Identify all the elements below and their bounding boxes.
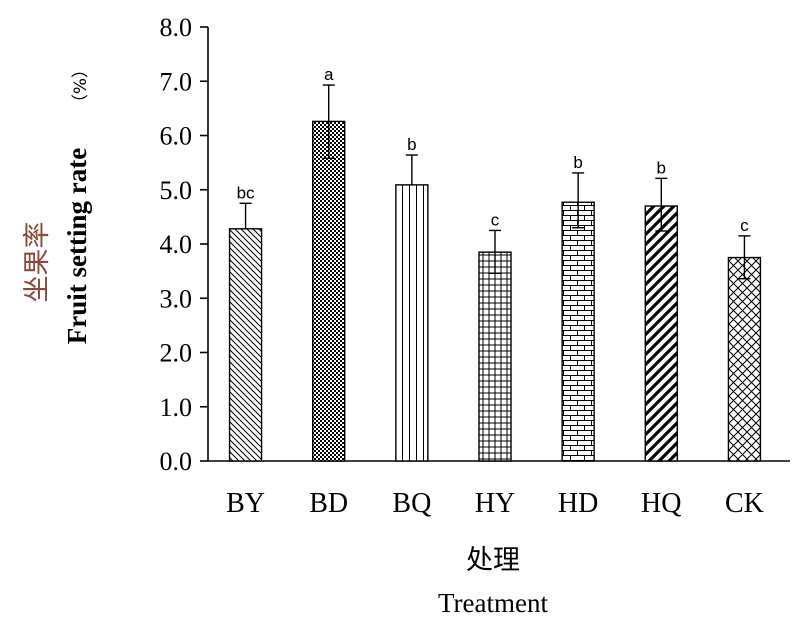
x-tick-label: HQ: [641, 488, 681, 519]
significance-letter: b: [657, 158, 666, 177]
y-tick-label: 3.0: [160, 284, 193, 313]
x-tick-label: BQ: [392, 488, 431, 519]
bars: bc BY a BD b BQ c HY b HD b HQ c CK: [226, 65, 764, 519]
y-tick-label: 8.0: [160, 13, 193, 42]
x-tick-label: HD: [558, 488, 598, 519]
y-tick-label: 2.0: [160, 339, 193, 368]
x-axis-label-chinese: 处理: [466, 545, 520, 576]
bar: [644, 205, 678, 462]
y-tick-label: 6.0: [160, 122, 193, 151]
y-tick-label: 5.0: [160, 176, 193, 205]
significance-letter: c: [491, 210, 500, 229]
significance-letter: a: [324, 65, 334, 84]
significance-letter: c: [740, 216, 749, 235]
bar-group-bq: b BQ: [392, 135, 431, 519]
axes: 0.0 1.0 2.0 3.0 4.0 5.0 6.0 7.0 8.0: [160, 13, 790, 476]
x-tick-label: BY: [226, 488, 265, 519]
significance-letter: bc: [237, 183, 255, 202]
bar: [727, 256, 762, 462]
x-tick-label: HY: [475, 488, 515, 519]
bar: [561, 201, 595, 462]
y-axis-label-chinese: 坐果率: [22, 222, 53, 303]
bar-group-ck: c CK: [725, 216, 764, 519]
bar-group-hy: c HY: [475, 210, 515, 519]
y-tick-label: 0.0: [160, 447, 193, 476]
significance-letter: b: [407, 135, 416, 154]
y-tick-label: 7.0: [160, 67, 193, 96]
x-axis-label-english: Treatment: [438, 588, 548, 618]
y-tick-label: 4.0: [160, 230, 193, 259]
bar-group-hd: b HD: [558, 153, 598, 519]
axis-labels: 坐果率 Fruit setting rate （%） 处理 Treatment: [22, 61, 548, 618]
y-axis-label-english: Fruit setting rate: [62, 148, 92, 344]
bar-group-hq: b HQ: [641, 158, 681, 519]
x-tick-label: BD: [309, 488, 348, 519]
bar: [228, 228, 263, 462]
x-tick-label: CK: [725, 488, 764, 519]
bar-group-bd: a BD: [309, 65, 348, 519]
bar: [478, 251, 512, 462]
bar: [312, 120, 346, 462]
bar-group-by: bc BY: [226, 183, 265, 519]
bar: [395, 184, 429, 462]
y-axis-label-unit: （%）: [71, 61, 91, 111]
y-tick-label: 1.0: [160, 393, 193, 422]
significance-letter: b: [573, 153, 582, 172]
